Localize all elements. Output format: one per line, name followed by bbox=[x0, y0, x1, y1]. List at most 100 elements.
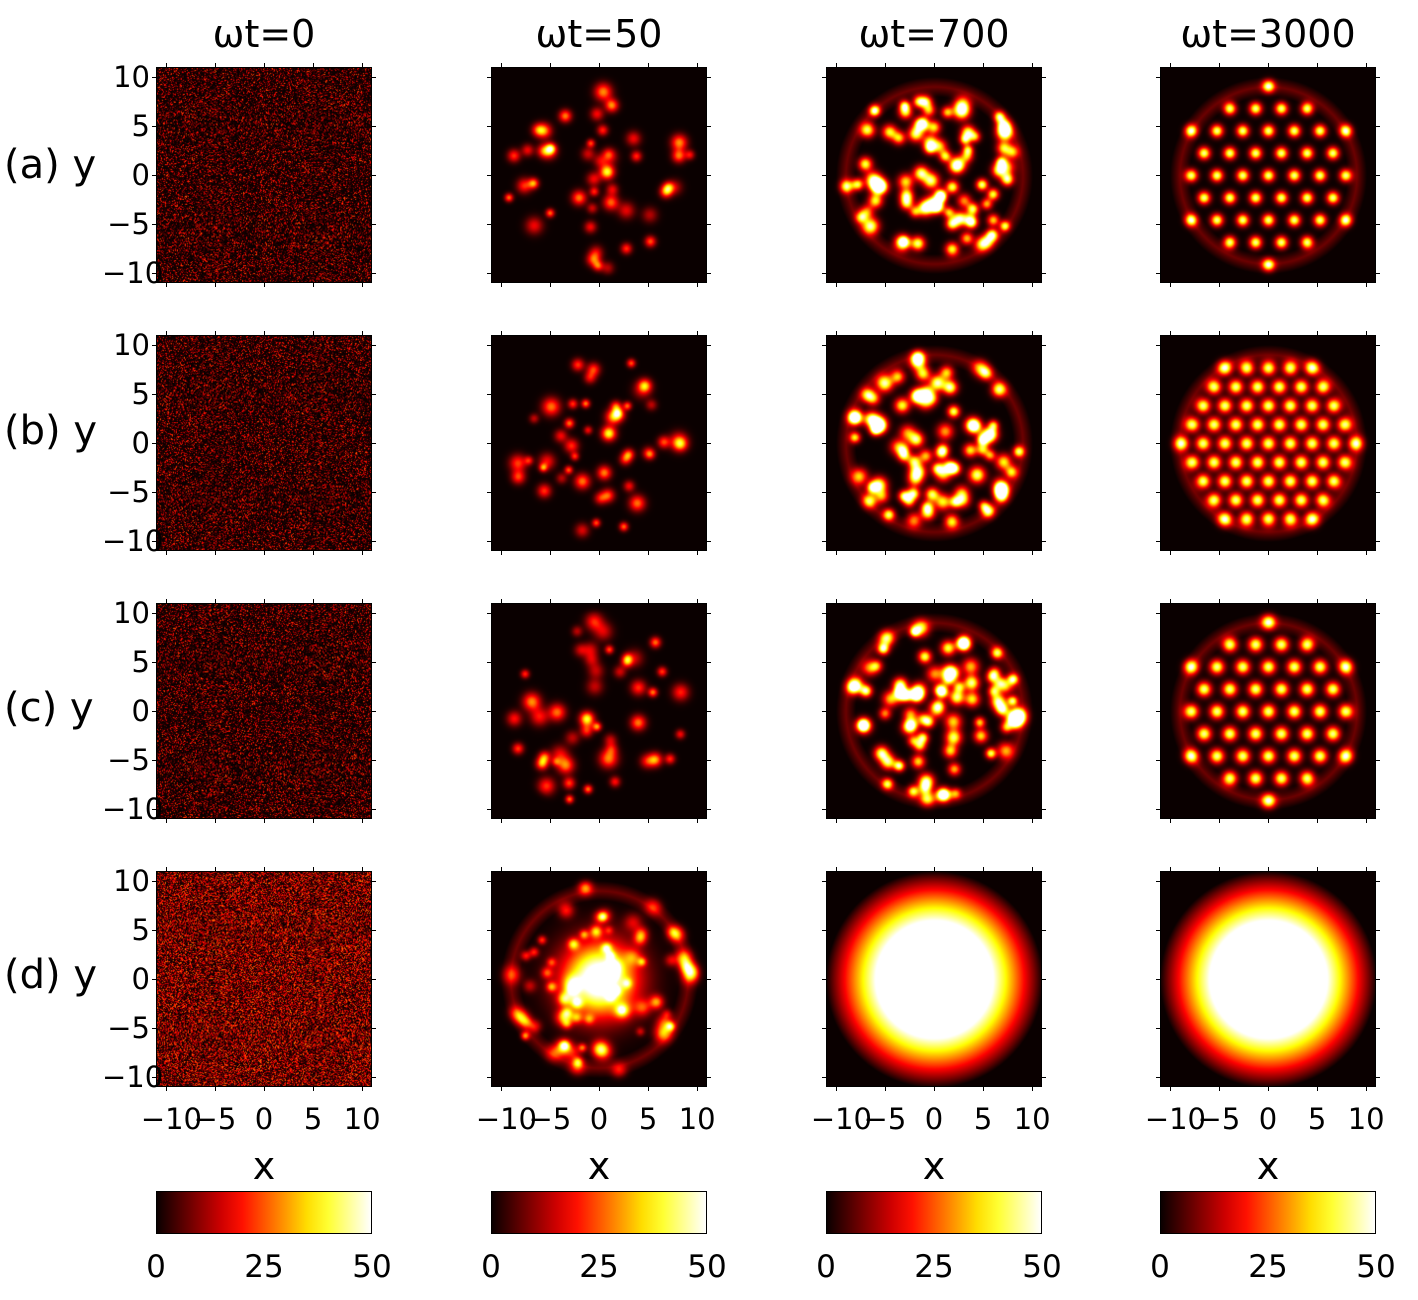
tick-mark bbox=[549, 63, 551, 67]
tick-mark bbox=[487, 880, 491, 882]
tick-mark bbox=[152, 661, 156, 663]
tick-mark bbox=[487, 125, 491, 127]
tick-mark bbox=[1366, 331, 1368, 335]
tick-mark bbox=[822, 344, 826, 346]
tick-mark bbox=[1042, 809, 1046, 811]
y-tick-label: 10 bbox=[113, 863, 150, 898]
tick-mark bbox=[983, 599, 985, 603]
panel-d-1 bbox=[491, 871, 707, 1087]
tick-mark bbox=[214, 551, 216, 555]
tick-mark bbox=[372, 880, 376, 882]
tick-mark bbox=[822, 809, 826, 811]
tick-mark bbox=[372, 125, 376, 127]
tick-mark bbox=[934, 63, 935, 67]
tick-mark bbox=[1268, 1087, 1269, 1091]
tick-mark bbox=[697, 819, 699, 823]
tick-mark bbox=[1032, 283, 1034, 287]
tick-mark bbox=[648, 867, 650, 871]
tick-mark bbox=[1169, 867, 1171, 871]
tick-mark bbox=[500, 599, 502, 603]
tick-mark bbox=[1169, 819, 1171, 823]
y-tick-label: 5 bbox=[131, 644, 150, 679]
tick-mark bbox=[362, 551, 364, 555]
tick-mark bbox=[372, 809, 376, 811]
tick-mark bbox=[313, 283, 315, 287]
tick-mark bbox=[487, 612, 491, 614]
tick-mark bbox=[372, 1028, 376, 1030]
y-tick-label: 5 bbox=[131, 912, 150, 947]
colorbar-2 bbox=[826, 1191, 1042, 1234]
tick-mark bbox=[1156, 344, 1160, 346]
tick-mark bbox=[934, 867, 935, 871]
tick-mark bbox=[1032, 63, 1034, 67]
tick-mark bbox=[214, 599, 216, 603]
tick-mark bbox=[152, 809, 156, 811]
tick-mark bbox=[934, 331, 935, 335]
tick-mark bbox=[822, 393, 826, 395]
tick-mark bbox=[487, 344, 491, 346]
column-title-0: ωt=0 bbox=[212, 12, 316, 56]
tick-mark bbox=[707, 344, 711, 346]
colorbar-tick-label: 25 bbox=[579, 1249, 619, 1285]
tick-mark bbox=[707, 809, 711, 811]
y-tick-label: 10 bbox=[113, 595, 150, 630]
tick-mark bbox=[1042, 175, 1046, 176]
tick-mark bbox=[1366, 551, 1368, 555]
tick-mark bbox=[1366, 819, 1368, 823]
tick-mark bbox=[1042, 661, 1046, 663]
colorbar-0 bbox=[156, 1191, 372, 1234]
tick-mark bbox=[152, 541, 156, 543]
y-tick-label: 5 bbox=[131, 108, 150, 143]
tick-mark bbox=[648, 331, 650, 335]
tick-mark bbox=[152, 492, 156, 494]
tick-mark bbox=[648, 551, 650, 555]
tick-mark bbox=[822, 1077, 826, 1079]
tick-mark bbox=[487, 541, 491, 543]
tick-mark bbox=[983, 867, 985, 871]
tick-mark bbox=[362, 1087, 364, 1091]
tick-mark bbox=[362, 599, 364, 603]
column-title-1: ωt=50 bbox=[535, 12, 663, 56]
x-tick-label: 5 bbox=[303, 1102, 323, 1136]
tick-mark bbox=[500, 1087, 502, 1091]
tick-mark bbox=[707, 929, 711, 931]
tick-mark bbox=[1156, 76, 1160, 78]
tick-mark bbox=[1042, 880, 1046, 882]
panel-a-1 bbox=[491, 67, 707, 283]
tick-mark bbox=[1218, 331, 1220, 335]
tick-mark bbox=[1268, 551, 1269, 555]
tick-mark bbox=[1366, 1087, 1368, 1091]
tick-mark bbox=[1032, 599, 1034, 603]
tick-mark bbox=[707, 1028, 711, 1030]
tick-mark bbox=[983, 1087, 985, 1091]
tick-mark bbox=[487, 224, 491, 226]
tick-mark bbox=[165, 599, 167, 603]
colorbar-tick-label: 0 bbox=[1150, 1249, 1170, 1285]
column-title-3: ωt=3000 bbox=[1180, 12, 1356, 56]
tick-mark bbox=[165, 867, 167, 871]
panel-c-3 bbox=[1160, 603, 1376, 819]
tick-mark bbox=[487, 760, 491, 762]
tick-mark bbox=[1032, 819, 1034, 823]
tick-mark bbox=[1317, 867, 1319, 871]
tick-mark bbox=[822, 224, 826, 226]
tick-mark bbox=[707, 541, 711, 543]
tick-mark bbox=[1317, 331, 1319, 335]
row-label-c: (c) y bbox=[4, 685, 94, 731]
tick-mark bbox=[264, 599, 265, 603]
tick-mark bbox=[487, 979, 491, 980]
tick-mark bbox=[822, 273, 826, 275]
tick-mark bbox=[1156, 979, 1160, 980]
tick-mark bbox=[697, 331, 699, 335]
y-tick-label: −5 bbox=[107, 207, 150, 242]
tick-mark bbox=[500, 867, 502, 871]
tick-mark bbox=[1376, 541, 1380, 543]
tick-mark bbox=[313, 867, 315, 871]
x-axis-label-2: x bbox=[922, 1144, 946, 1188]
tick-mark bbox=[822, 612, 826, 614]
tick-mark bbox=[707, 880, 711, 882]
tick-mark bbox=[822, 492, 826, 494]
tick-mark bbox=[549, 551, 551, 555]
tick-mark bbox=[1042, 76, 1046, 78]
tick-mark bbox=[1042, 344, 1046, 346]
